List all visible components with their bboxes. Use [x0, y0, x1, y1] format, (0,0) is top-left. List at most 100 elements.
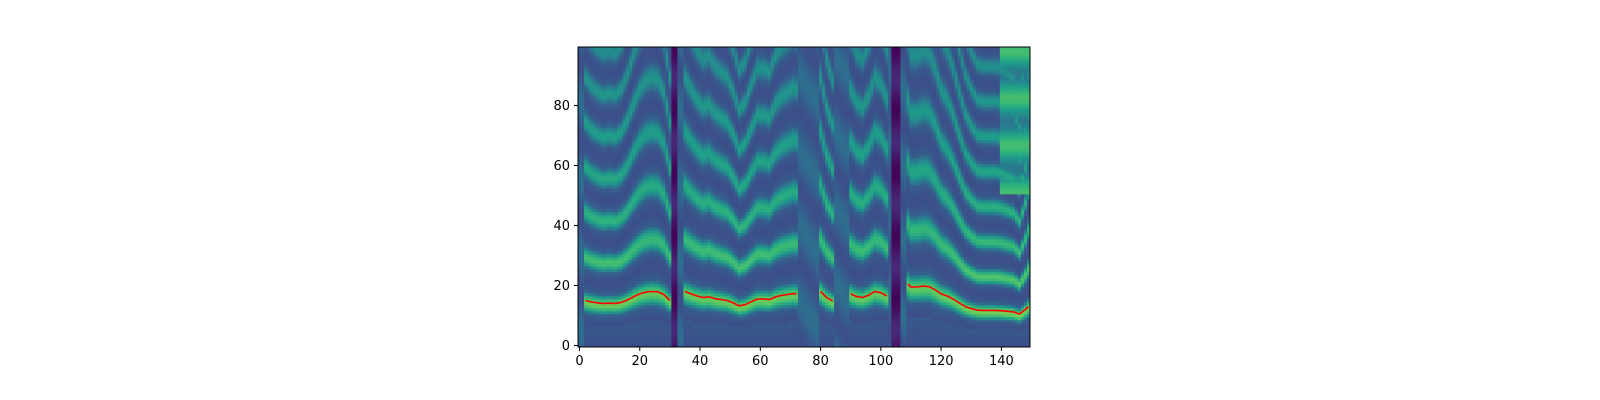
heatmap-cell — [656, 170, 660, 174]
heatmap-cell — [719, 131, 723, 135]
heatmap-cell — [599, 164, 603, 168]
heatmap-cell — [716, 107, 720, 111]
heatmap-cell — [632, 224, 636, 228]
heatmap-cell — [656, 110, 660, 114]
heatmap-cell — [620, 140, 624, 144]
heatmap-cell — [725, 230, 730, 234]
heatmap-cell — [593, 341, 597, 345]
heatmap-cell — [698, 95, 702, 99]
heatmap-cell — [596, 98, 600, 102]
heatmap-cell — [701, 62, 705, 66]
heatmap-cell — [674, 50, 678, 54]
heatmap-cell — [719, 110, 723, 114]
heatmap-cell — [638, 155, 642, 159]
heatmap-cell — [686, 77, 690, 81]
heatmap-cell — [725, 242, 730, 246]
heatmap-cell — [698, 179, 702, 183]
heatmap-cell — [617, 89, 621, 93]
heatmap-cell — [680, 218, 684, 222]
heatmap-cell — [581, 179, 585, 183]
heatmap-cell — [725, 152, 730, 156]
heatmap-cell — [722, 92, 726, 96]
heatmap-cell — [722, 317, 726, 321]
heatmap-cell — [671, 302, 675, 306]
heatmap-cell — [650, 89, 654, 93]
heatmap-cell — [644, 179, 648, 183]
heatmap-cell — [617, 188, 621, 192]
heatmap-cell — [611, 197, 615, 201]
heatmap-cell — [617, 290, 621, 294]
heatmap-cell — [677, 167, 681, 171]
heatmap-cell — [662, 176, 666, 180]
heatmap-cell — [701, 311, 705, 315]
heatmap-cell — [710, 209, 714, 213]
heatmap-cell — [716, 206, 720, 210]
heatmap-cell — [623, 236, 627, 240]
heatmap-cell — [656, 305, 660, 309]
heatmap-cell — [716, 95, 720, 99]
heatmap-cell — [710, 134, 714, 138]
heatmap-cell — [578, 257, 582, 261]
heatmap-cell — [710, 314, 714, 318]
heatmap-cell — [608, 233, 612, 237]
heatmap-cell — [578, 221, 582, 225]
heatmap-cell — [605, 242, 609, 246]
heatmap-cell — [683, 329, 687, 333]
heatmap-cell — [725, 119, 730, 123]
heatmap-cell — [668, 335, 672, 339]
heatmap-cell — [626, 119, 630, 123]
heatmap-cell — [719, 272, 723, 276]
heatmap-cell — [668, 269, 672, 273]
heatmap-cell — [599, 113, 603, 117]
heatmap-cell — [674, 203, 678, 207]
heatmap-cell — [590, 236, 594, 240]
heatmap-cell — [716, 221, 720, 225]
heatmap-cell — [632, 158, 636, 162]
heatmap-cell — [632, 92, 636, 96]
heatmap-cell — [587, 173, 591, 177]
heatmap-cell — [599, 275, 603, 279]
heatmap-cell — [620, 62, 624, 66]
heatmap-cell — [611, 188, 615, 192]
heatmap-cell — [689, 209, 693, 213]
heatmap-cell — [584, 209, 588, 213]
heatmap-cell — [725, 125, 730, 129]
heatmap-cell — [593, 308, 597, 312]
heatmap-cell — [662, 182, 666, 186]
heatmap-cell — [680, 332, 684, 336]
heatmap-cell — [710, 182, 714, 186]
heatmap-cell — [578, 335, 582, 339]
heatmap-cell — [689, 140, 693, 144]
heatmap-cell — [614, 125, 618, 129]
heatmap-cell — [590, 311, 594, 315]
heatmap-cell — [659, 290, 663, 294]
heatmap-cell — [635, 110, 639, 114]
heatmap-cell — [596, 170, 600, 174]
heatmap-cell — [716, 230, 720, 234]
heatmap-cell — [617, 233, 621, 237]
heatmap-cell — [686, 344, 690, 347]
heatmap-cell — [713, 341, 717, 345]
heatmap-cell — [626, 89, 630, 93]
heatmap-cell — [686, 128, 690, 132]
heatmap-cell — [665, 68, 669, 72]
heatmap-cell — [593, 185, 597, 189]
heatmap-cell — [668, 302, 672, 306]
heatmap-cell — [686, 182, 690, 186]
heatmap-cell — [611, 161, 615, 165]
heatmap-cell — [710, 320, 714, 324]
heatmap-cell — [644, 227, 648, 231]
heatmap-cell — [722, 218, 726, 222]
heatmap-cell — [686, 59, 690, 63]
heatmap-cell — [602, 194, 606, 198]
heatmap-cell — [608, 182, 612, 186]
heatmap-cell — [581, 287, 585, 291]
heatmap-cell — [611, 194, 615, 198]
heatmap-cell — [713, 62, 717, 66]
heatmap-cell — [668, 74, 672, 78]
heatmap-cell — [617, 344, 621, 347]
heatmap-cell — [710, 107, 714, 111]
heatmap-cell — [707, 305, 711, 309]
heatmap-cell — [644, 236, 648, 240]
heatmap-cell — [716, 92, 720, 96]
